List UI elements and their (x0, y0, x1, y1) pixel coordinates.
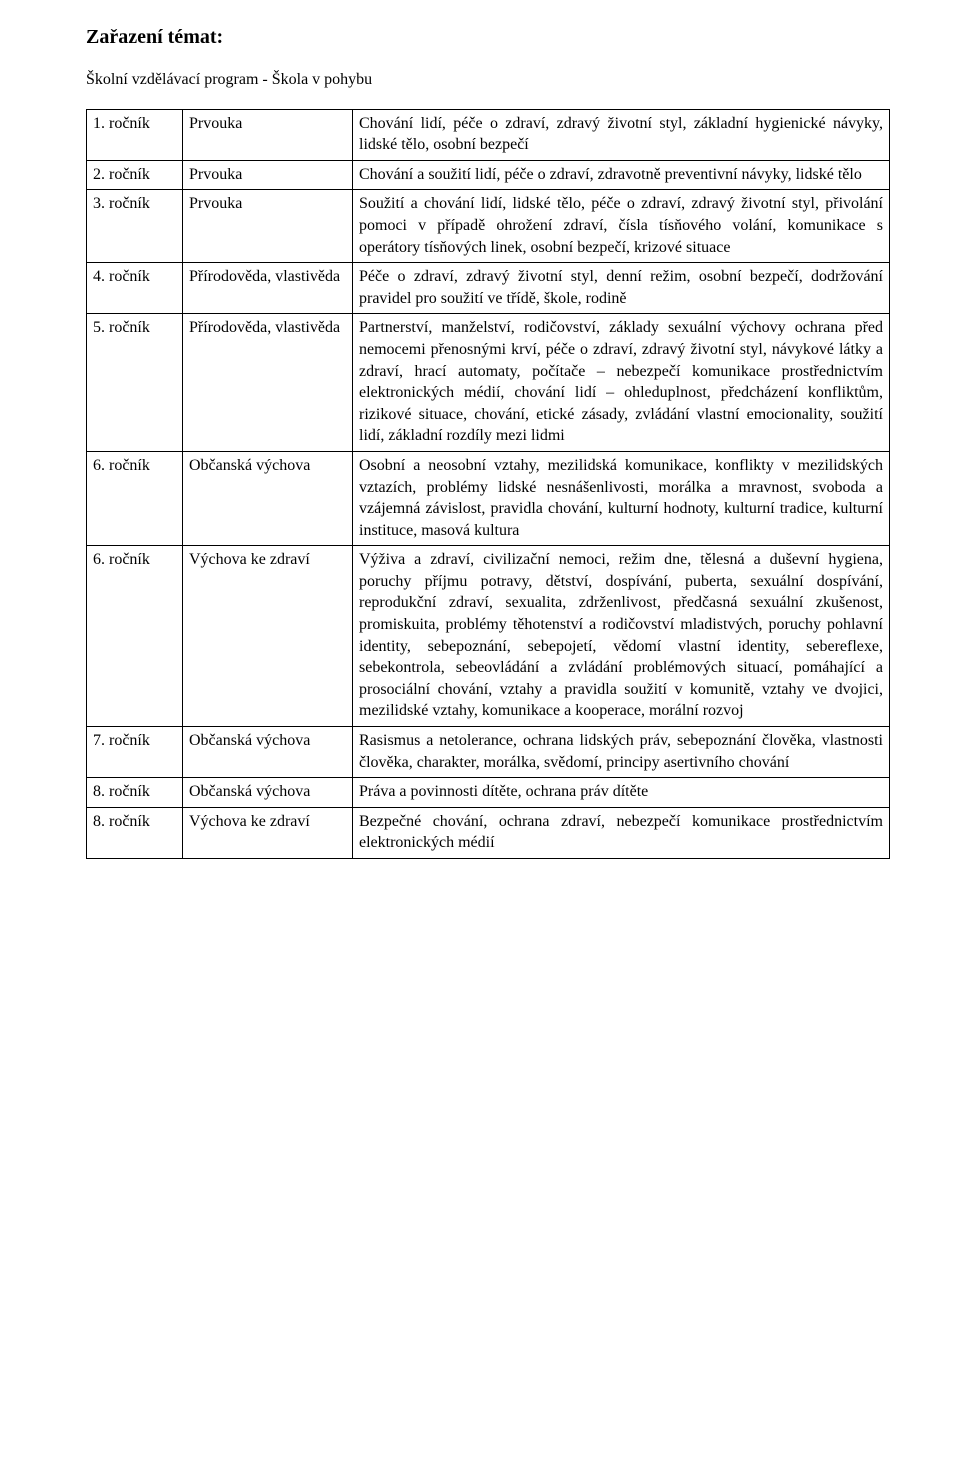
cell-desc: Partnerství, manželství, rodičovství, zá… (353, 314, 890, 452)
cell-subject: Občanská výchova (183, 778, 353, 808)
table-row: 8. ročník Občanská výchova Práva a povin… (87, 778, 890, 808)
table-row: 2. ročník Prvouka Chování a soužití lidí… (87, 160, 890, 190)
cell-desc: Péče o zdraví, zdravý životní styl, denn… (353, 263, 890, 314)
cell-grade: 8. ročník (87, 807, 183, 858)
page-title: Zařazení témat: (86, 24, 890, 51)
table-row: 4. ročník Přírodověda, vlastivěda Péče o… (87, 263, 890, 314)
cell-grade: 8. ročník (87, 778, 183, 808)
cell-subject: Prvouka (183, 109, 353, 160)
table-row: 8. ročník Výchova ke zdraví Bezpečné cho… (87, 807, 890, 858)
table-row: 5. ročník Přírodověda, vlastivěda Partne… (87, 314, 890, 452)
cell-desc: Bezpečné chování, ochrana zdraví, nebezp… (353, 807, 890, 858)
topics-table: 1. ročník Prvouka Chování lidí, péče o z… (86, 109, 890, 859)
cell-subject: Prvouka (183, 190, 353, 263)
cell-desc: Práva a povinnosti dítěte, ochrana práv … (353, 778, 890, 808)
cell-grade: 5. ročník (87, 314, 183, 452)
cell-grade: 6. ročník (87, 546, 183, 727)
table-row: 7. ročník Občanská výchova Rasismus a ne… (87, 727, 890, 778)
cell-subject: Občanská výchova (183, 727, 353, 778)
cell-desc: Rasismus a netolerance, ochrana lidských… (353, 727, 890, 778)
cell-grade: 4. ročník (87, 263, 183, 314)
cell-desc: Chování lidí, péče o zdraví, zdravý živo… (353, 109, 890, 160)
table-row: 6. ročník Výchova ke zdraví Výživa a zdr… (87, 546, 890, 727)
cell-subject: Prvouka (183, 160, 353, 190)
cell-subject: Výchova ke zdraví (183, 807, 353, 858)
cell-grade: 3. ročník (87, 190, 183, 263)
cell-grade: 6. ročník (87, 451, 183, 545)
cell-desc: Výživa a zdraví, civilizační nemoci, rež… (353, 546, 890, 727)
cell-desc: Osobní a neosobní vztahy, mezilidská kom… (353, 451, 890, 545)
cell-grade: 2. ročník (87, 160, 183, 190)
cell-grade: 7. ročník (87, 727, 183, 778)
cell-desc: Soužití a chování lidí, lidské tělo, péč… (353, 190, 890, 263)
cell-subject: Přírodověda, vlastivěda (183, 314, 353, 452)
table-row: 1. ročník Prvouka Chování lidí, péče o z… (87, 109, 890, 160)
cell-subject: Občanská výchova (183, 451, 353, 545)
cell-grade: 1. ročník (87, 109, 183, 160)
cell-subject: Přírodověda, vlastivěda (183, 263, 353, 314)
cell-subject: Výchova ke zdraví (183, 546, 353, 727)
table-row: 6. ročník Občanská výchova Osobní a neos… (87, 451, 890, 545)
cell-desc: Chování a soužití lidí, péče o zdraví, z… (353, 160, 890, 190)
page-subtitle: Školní vzdělávací program - Škola v pohy… (86, 69, 890, 91)
table-row: 3. ročník Prvouka Soužití a chování lidí… (87, 190, 890, 263)
